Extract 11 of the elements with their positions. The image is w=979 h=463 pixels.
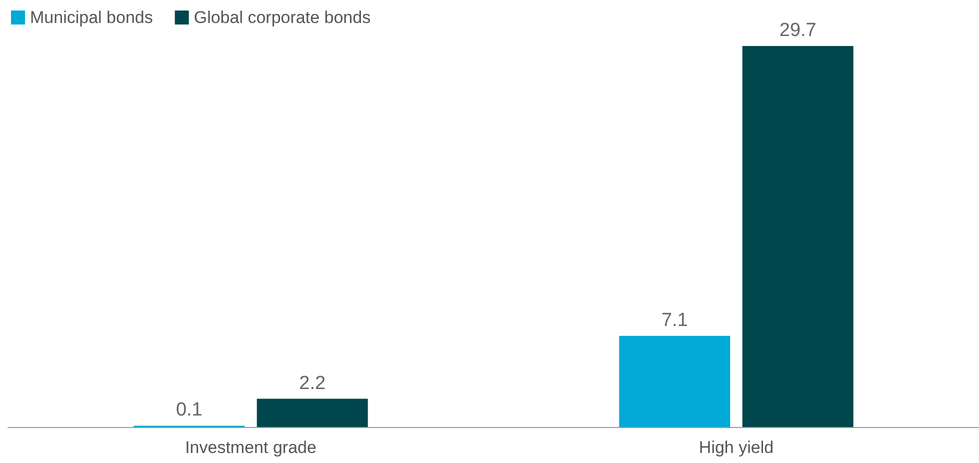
x-tick-label: High yield: [698, 438, 774, 457]
bar: [619, 336, 730, 427]
legend-label: Municipal bonds: [30, 8, 153, 27]
data-label: 7.1: [661, 310, 688, 331]
x-tick-label: Investment grade: [185, 438, 316, 457]
legend-label: Global corporate bonds: [194, 8, 371, 27]
data-label: 2.2: [299, 372, 326, 394]
data-label: 0.1: [176, 400, 202, 421]
bar: [256, 398, 368, 427]
bar: [742, 46, 854, 427]
data-label: 29.7: [779, 20, 816, 41]
